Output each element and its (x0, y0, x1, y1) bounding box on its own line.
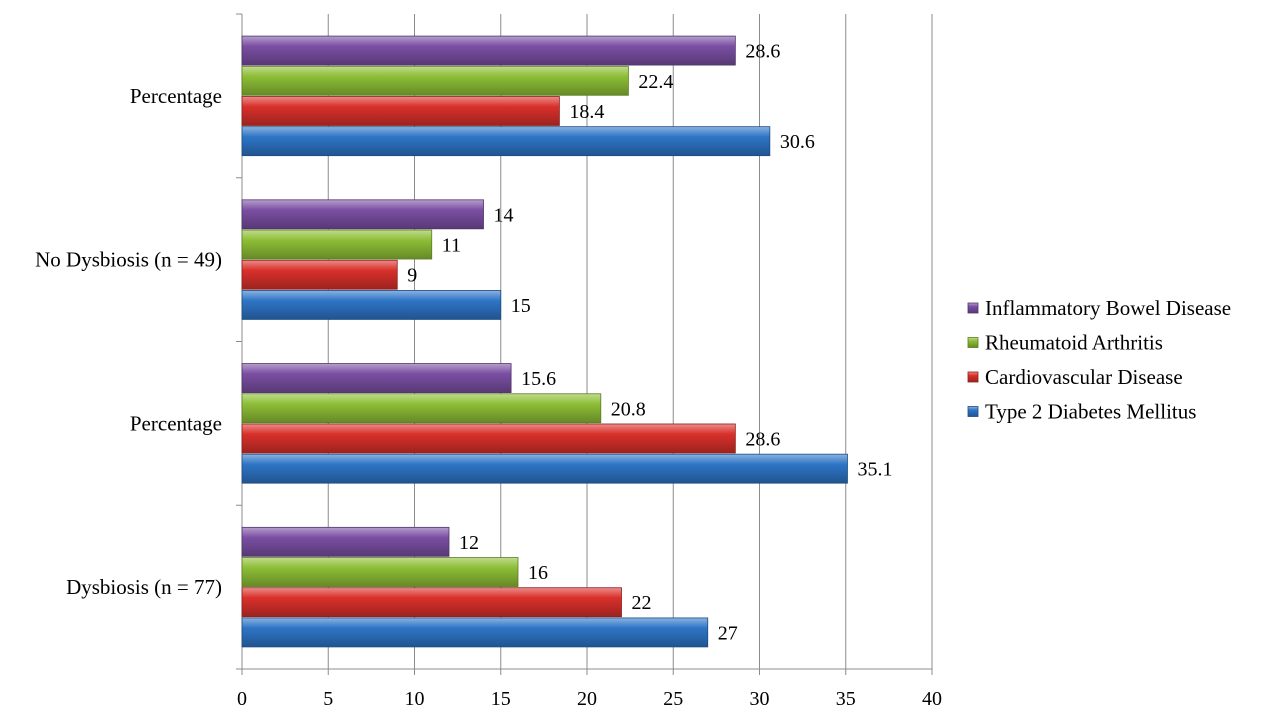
data-label: 22.4 (638, 71, 673, 93)
category-label: Dysbiosis (n = 77) (66, 575, 222, 599)
data-label: 15.6 (521, 368, 556, 390)
bar-inflammatory-bowel-disease (241, 199, 484, 230)
legend: Inflammatory Bowel Disease Rheumatoid Art… (967, 296, 1231, 424)
legend-item-inflammatory-bowel-disease: Inflammatory Bowel Disease (967, 296, 1231, 320)
x-tick-label: 0 (237, 688, 247, 710)
category-label: Percentage (130, 411, 222, 435)
data-label: 28.6 (745, 428, 780, 450)
legend-item-rheumatoid-arthritis: Rheumatoid Arthritis (967, 331, 1163, 355)
bar-cardiovascular-disease (241, 423, 736, 454)
x-tick-label: 15 (491, 688, 511, 710)
category-label: Percentage (130, 84, 222, 108)
legend-label: Rheumatoid Arthritis (985, 331, 1163, 355)
bar-rheumatoid-arthritis (241, 229, 433, 260)
x-tick-label: 30 (750, 688, 770, 710)
legend-item-cardiovascular-disease: Cardiovascular Disease (967, 365, 1183, 389)
data-label: 28.6 (745, 41, 780, 63)
legend-label: Inflammatory Bowel Disease (985, 296, 1231, 320)
x-tick-label: 35 (836, 688, 856, 710)
x-tick-label: 25 (663, 688, 683, 710)
axes: 0 5 10 15 20 25 30 35 40 Dysbiosis (n = 77) Percen… (35, 13, 942, 710)
bar-inflammatory-bowel-disease (241, 526, 450, 557)
legend-swatch (967, 302, 979, 314)
legend-label: Cardiovascular Disease (985, 365, 1183, 389)
bar-inflammatory-bowel-disease (241, 363, 512, 393)
data-labels: 27 22 16 12 35.1 28.6 20.8 15.6 15 9 11 14 30.6 18.4 2… (407, 41, 892, 645)
data-label: 9 (407, 265, 417, 287)
x-tick-label: 40 (922, 688, 942, 710)
bar-rheumatoid-arthritis (241, 557, 519, 587)
bar-inflammatory-bowel-disease (241, 35, 736, 66)
legend-swatch (967, 337, 979, 348)
x-tick-label: 5 (323, 688, 333, 710)
data-label: 30.6 (780, 131, 815, 153)
legend-item-type-2-diabetes-mellitus: Type 2 Diabetes Mellitus (967, 400, 1196, 424)
bars (241, 35, 848, 648)
data-label: 20.8 (611, 398, 646, 420)
category-label: No Dysbiosis (n = 49) (35, 248, 222, 272)
data-label: 12 (459, 532, 479, 554)
bar-type-2-diabetes-mellitus (241, 453, 848, 484)
legend-swatch (967, 406, 979, 417)
data-label: 16 (528, 562, 548, 584)
x-tick-label: 10 (405, 688, 425, 710)
bar-type-2-diabetes-mellitus (241, 126, 771, 157)
bar-rheumatoid-arthritis (241, 65, 629, 96)
legend-label: Type 2 Diabetes Mellitus (985, 400, 1196, 424)
data-label: 11 (442, 235, 461, 257)
bar-cardiovascular-disease (241, 587, 622, 618)
data-label: 18.4 (569, 101, 604, 123)
bar-cardiovascular-disease (241, 259, 398, 290)
legend-swatch (967, 371, 979, 383)
bar-type-2-diabetes-mellitus (241, 290, 502, 320)
data-label: 35.1 (857, 459, 892, 481)
data-label: 14 (494, 204, 514, 226)
bar-rheumatoid-arthritis (241, 393, 602, 424)
bar-type-2-diabetes-mellitus (241, 617, 709, 648)
x-tick-label: 20 (577, 688, 597, 710)
data-label: 27 (718, 622, 738, 644)
bar-cardiovascular-disease (241, 96, 560, 126)
data-label: 15 (511, 295, 531, 317)
data-label: 22 (632, 592, 652, 614)
